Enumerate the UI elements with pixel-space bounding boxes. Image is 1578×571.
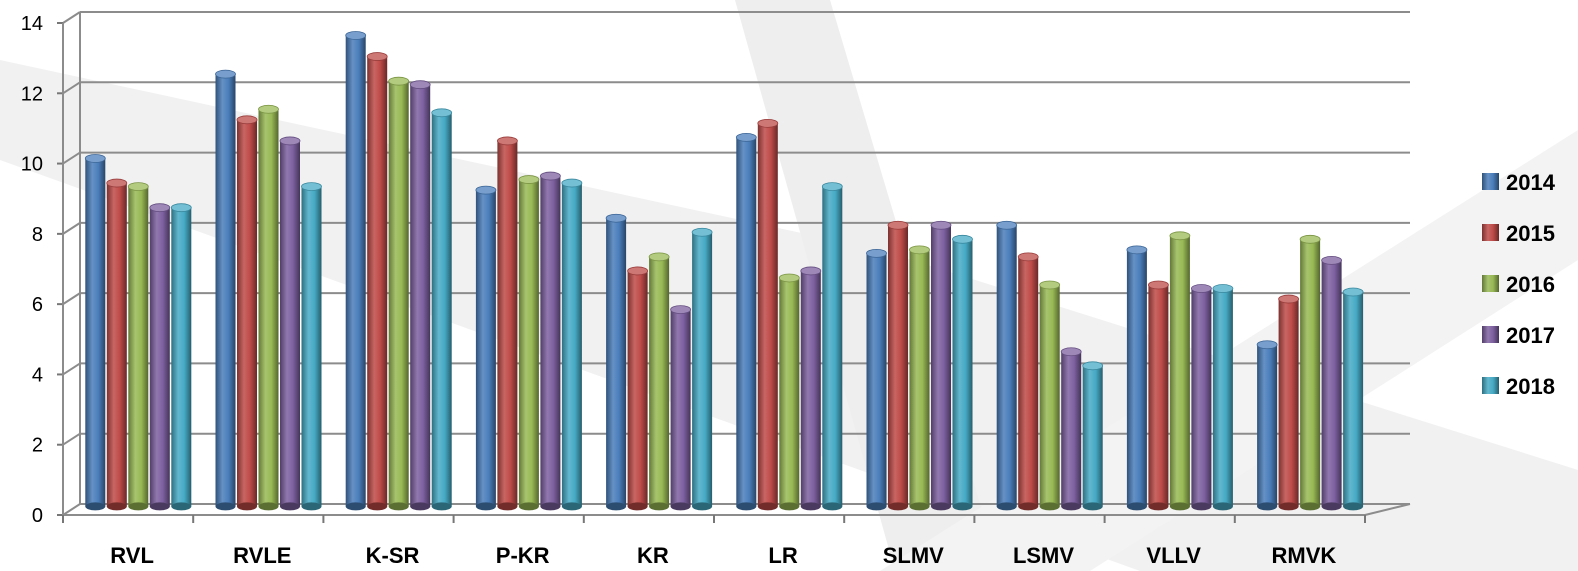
bar (518, 175, 540, 511)
x-tick-label: K-SR (366, 543, 420, 568)
bar (1039, 280, 1061, 511)
legend-label: 2015 (1506, 221, 1555, 246)
bar (258, 104, 279, 511)
bar (930, 220, 952, 511)
bar (821, 182, 843, 511)
y-tick-label: 6 (32, 294, 43, 316)
gridline-depth (62, 151, 81, 165)
bar (952, 234, 973, 511)
bar (1299, 234, 1321, 511)
y-tick-label: 12 (21, 83, 43, 105)
legend-label: 2017 (1506, 323, 1555, 348)
bar (409, 80, 431, 511)
bar (866, 248, 887, 511)
bar (648, 252, 670, 511)
bar (149, 203, 171, 511)
x-tick-label: LR (768, 543, 797, 568)
x-tick-label: LSMV (1013, 543, 1074, 568)
bar (345, 31, 367, 511)
axes (57, 12, 1411, 523)
y-tick-label: 4 (32, 364, 43, 386)
bar (170, 203, 192, 511)
y-tick-label: 2 (32, 435, 43, 457)
bar (605, 213, 627, 511)
gridline-depth (62, 362, 81, 376)
bar (887, 220, 909, 511)
legend-label: 2016 (1506, 272, 1555, 297)
bar (106, 178, 128, 511)
legend-swatch (1482, 173, 1499, 190)
y-tick-label: 0 (32, 505, 43, 527)
gridline-depth (62, 11, 81, 24)
legend-swatch (1482, 377, 1499, 394)
bar (236, 115, 258, 511)
bar (909, 245, 930, 511)
legend-swatch (1482, 224, 1499, 241)
bar (1060, 347, 1082, 511)
bar (215, 69, 236, 511)
bar (1082, 361, 1104, 511)
bar (279, 136, 301, 511)
x-tick-label: RMVK (1272, 543, 1337, 568)
bar (1148, 280, 1169, 511)
y-tick-label: 8 (32, 224, 43, 246)
y-tick-label: 14 (21, 13, 43, 35)
bar (540, 171, 561, 511)
floor-edge (1364, 503, 1411, 516)
legend: 2014 2015 2016 2017 2018 (1482, 170, 1556, 399)
legend-swatch (1482, 326, 1499, 343)
bar (1321, 255, 1342, 511)
bar (1191, 284, 1212, 511)
bar (127, 182, 149, 511)
bar (1126, 245, 1148, 511)
bar (1169, 231, 1191, 511)
bar (735, 132, 757, 511)
bar (1278, 294, 1299, 511)
x-tick-label: P-KR (496, 543, 550, 568)
gridline-depth (62, 503, 81, 516)
legend-swatch (1482, 275, 1499, 292)
bar (1342, 287, 1364, 511)
bar (691, 227, 713, 511)
bar (84, 154, 106, 511)
bar (670, 305, 691, 511)
bar (627, 266, 648, 511)
gridline-depth (62, 432, 81, 446)
bar (388, 76, 410, 511)
gridline-depth (62, 222, 81, 235)
bar (757, 118, 779, 511)
x-tick-label: SLMV (883, 543, 944, 568)
y-tick-label: 10 (21, 154, 43, 176)
bar (496, 136, 518, 511)
bar (431, 108, 453, 511)
bar (301, 182, 322, 511)
y-tick-labels: 0 2 4 6 8 10 12 14 (21, 13, 43, 527)
bar (1256, 340, 1278, 511)
gridline-depth (62, 292, 81, 305)
bar (561, 178, 583, 511)
bar (475, 185, 497, 511)
x-tick-label: KR (637, 543, 669, 568)
bar (800, 266, 822, 511)
bar (996, 220, 1018, 511)
bar (366, 52, 388, 511)
gridline-depth (62, 81, 81, 95)
legend-label: 2014 (1506, 170, 1556, 195)
x-tick-labels: RVL RVLE K-SR P-KR KR LR SLMV LSMV VLLV RMVK (110, 543, 1336, 568)
x-tick-label: VLLV (1146, 543, 1201, 568)
legend-label: 2018 (1506, 374, 1555, 399)
bar (1017, 252, 1039, 511)
bar (1212, 284, 1234, 511)
x-tick-label: RVLE (233, 543, 291, 568)
bars (84, 31, 1364, 511)
bar (778, 273, 800, 511)
x-tick-label: RVL (110, 543, 154, 568)
